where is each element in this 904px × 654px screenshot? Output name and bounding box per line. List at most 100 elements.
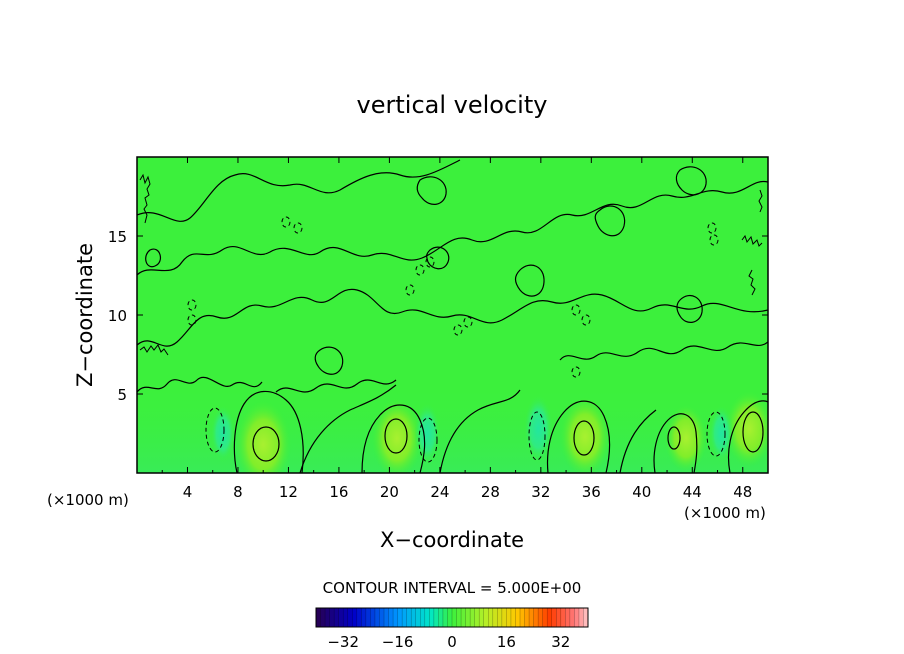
- downdraft-core: [523, 394, 554, 464]
- colorbar-swatch: [452, 608, 457, 627]
- colorbar-swatch: [524, 608, 530, 627]
- colorbar-swatch: [329, 608, 335, 627]
- y-axis-label: Z−coordinate: [73, 243, 97, 387]
- x-tick-label: 4: [183, 483, 193, 501]
- updraft-core: [724, 390, 768, 468]
- colorbar-swatch: [556, 608, 562, 627]
- colorbar-swatch: [361, 608, 367, 627]
- colorbar-swatch: [334, 608, 340, 627]
- colorbar-swatch: [533, 608, 539, 627]
- colorbar-swatch: [465, 608, 471, 627]
- chart-title: vertical velocity: [357, 91, 548, 119]
- downdraft-core: [210, 404, 236, 463]
- colorbar-swatch: [352, 608, 358, 627]
- colorbar-swatch: [510, 608, 516, 627]
- colorbar-swatch: [429, 608, 435, 627]
- x-unit-left: (×1000 m): [47, 491, 129, 509]
- colorbar-swatch: [501, 608, 507, 627]
- colorbar-swatch: [578, 608, 584, 627]
- downdraft-core: [414, 402, 441, 465]
- colorbar-swatch: [442, 608, 448, 627]
- updraft-core: [371, 397, 423, 473]
- colorbar-swatch: [397, 608, 403, 627]
- colorbar-swatch: [447, 608, 453, 627]
- colorbar-swatch: [438, 608, 444, 627]
- colorbar-tick-label: −32: [327, 633, 359, 651]
- colorbar-swatch: [565, 608, 571, 627]
- colorbar-swatch: [515, 608, 521, 627]
- colorbar-swatch: [370, 608, 376, 627]
- colorbar-swatch: [583, 608, 589, 627]
- colorbar: [315, 608, 589, 627]
- colorbar-swatch: [547, 608, 553, 627]
- colorbar-swatch: [325, 608, 330, 627]
- y-axis-ticks: 5 10 15: [108, 228, 768, 404]
- colorbar-swatch: [388, 608, 394, 627]
- colorbar-swatch: [420, 608, 426, 627]
- colorbar-swatch: [569, 608, 575, 627]
- colorbar-swatch: [365, 608, 371, 627]
- colorbar-tick-label: −16: [382, 633, 414, 651]
- colorbar-swatch: [497, 608, 503, 627]
- downdraft-core: [709, 404, 734, 463]
- colorbar-swatch: [347, 608, 353, 627]
- colorbar-swatch: [393, 608, 398, 627]
- updraft-core: [234, 399, 292, 473]
- y-tick-label: 5: [117, 386, 127, 404]
- colorbar-swatch: [488, 608, 494, 627]
- colorbar-swatch: [560, 608, 566, 627]
- colorbar-swatch: [402, 608, 408, 627]
- colorbar-swatch: [343, 608, 349, 627]
- colorbar-swatch: [529, 608, 534, 627]
- colorbar-swatch: [356, 608, 362, 627]
- x-tick-label: 44: [683, 483, 702, 501]
- colorbar-swatch: [542, 608, 548, 627]
- negative-contours: [187, 216, 726, 463]
- colorbar-tick-label: 0: [447, 633, 457, 651]
- x-tick-label: 40: [632, 483, 651, 501]
- colorbar-swatch: [316, 608, 321, 627]
- colorbar-swatch: [520, 608, 525, 627]
- colorbar-swatch: [470, 608, 476, 627]
- colorbar-swatch: [483, 608, 489, 627]
- y-tick-label: 15: [108, 228, 127, 246]
- colorbar-swatch: [479, 608, 485, 627]
- colorbar-swatch: [433, 608, 439, 627]
- noisy-boundary-contours: [139, 173, 763, 356]
- colorbar-tick-label: 16: [497, 633, 516, 651]
- x-tick-label: 12: [279, 483, 298, 501]
- colorbar-swatch: [506, 608, 512, 627]
- x-tick-label: 8: [233, 483, 243, 501]
- x-tick-label: 48: [733, 483, 752, 501]
- x-tick-label: 20: [380, 483, 399, 501]
- contour-lines: [137, 159, 768, 473]
- colorbar-swatch: [411, 608, 417, 627]
- x-tick-label: 16: [329, 483, 348, 501]
- x-axis-label: X−coordinate: [380, 528, 524, 552]
- colorbar-swatch: [551, 608, 557, 627]
- colorbar-swatch: [338, 608, 344, 627]
- colorbar-frame: [315, 607, 589, 628]
- colorbar-swatch: [461, 608, 466, 627]
- x-tick-label: 32: [531, 483, 550, 501]
- x-unit-right: (×1000 m): [684, 504, 766, 522]
- x-axis-ticks: 4 8 12 16 20 24 28 32 36 40 44 48: [161, 157, 752, 501]
- colorbar-tick-label: 32: [551, 633, 570, 651]
- x-tick-label: 28: [481, 483, 500, 501]
- y-tick-label: 10: [108, 307, 127, 325]
- colorbar-swatch: [415, 608, 421, 627]
- velocity-field: [137, 157, 768, 473]
- x-tick-label: 24: [430, 483, 449, 501]
- colorbar-swatch: [424, 608, 430, 627]
- colorbar-ticks: −32 −16 0 16 32: [327, 633, 570, 651]
- contour-interval-label: CONTOUR INTERVAL = 5.000E+00: [323, 579, 582, 597]
- colorbar-swatch: [406, 608, 412, 627]
- colorbar-swatch: [538, 608, 544, 627]
- x-tick-label: 36: [582, 483, 601, 501]
- colorbar-swatch: [574, 608, 580, 627]
- colorbar-swatch: [320, 608, 326, 627]
- colorbar-swatch: [492, 608, 498, 627]
- colorbar-swatch: [384, 608, 389, 627]
- colorbar-swatch: [374, 608, 380, 627]
